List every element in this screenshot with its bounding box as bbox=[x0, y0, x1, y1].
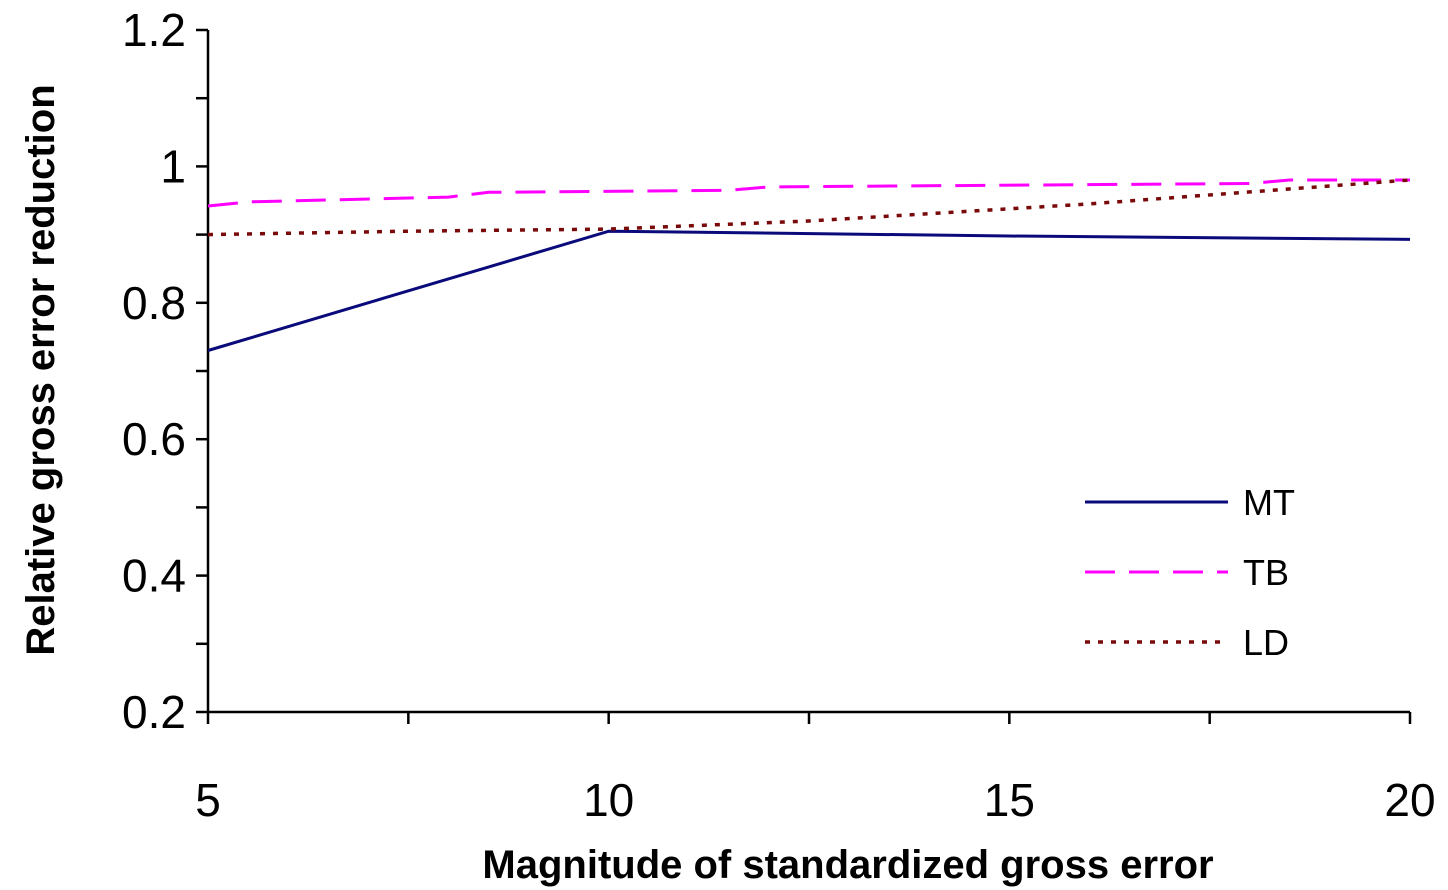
y-tick-label: 0.6 bbox=[122, 413, 186, 465]
legend-label-tb: TB bbox=[1243, 552, 1289, 593]
x-tick-label: 20 bbox=[1384, 774, 1435, 826]
legend: MT TB LD bbox=[1085, 482, 1295, 663]
legend-label-ld: LD bbox=[1243, 622, 1289, 663]
x-axis-title: Magnitude of standardized gross error bbox=[482, 843, 1213, 887]
y-tick-label: 1.2 bbox=[122, 4, 186, 56]
y-tick-label: 0.8 bbox=[122, 277, 186, 329]
y-tick-label: 1 bbox=[160, 140, 186, 192]
series-line-mt bbox=[207, 229, 1411, 352]
y-tick-label: 0.2 bbox=[122, 686, 186, 738]
y-tick-label: 0.4 bbox=[122, 550, 186, 602]
series-lines bbox=[207, 178, 1411, 352]
legend-label-mt: MT bbox=[1243, 482, 1295, 523]
x-tick-label: 15 bbox=[984, 774, 1035, 826]
series-line-tb bbox=[207, 178, 1410, 208]
series-line-ld bbox=[207, 178, 1411, 237]
y-axis-title: Relative gross error reduction bbox=[19, 84, 63, 655]
x-tick-label: 10 bbox=[583, 774, 634, 826]
ticks: 0.2 0.4 0.6 0.8 1 1.2 5 10 15 20 bbox=[122, 4, 1436, 826]
x-tick-label: 5 bbox=[195, 774, 221, 826]
